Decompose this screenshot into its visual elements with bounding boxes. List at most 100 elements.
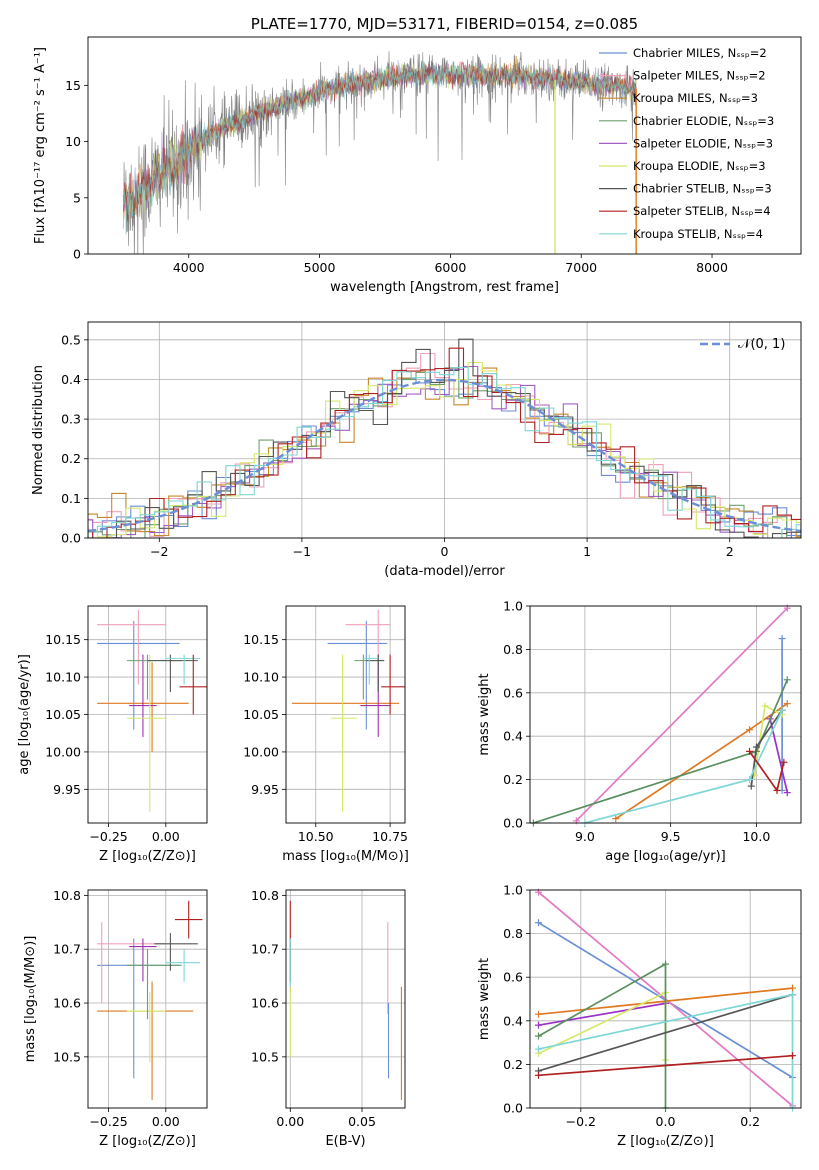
errorbar-point-8 <box>174 900 203 939</box>
axes-frame <box>285 605 406 824</box>
x-axis-label: (data-model)/error <box>384 564 505 579</box>
legend-entry-4: Salpeter ELODIE, Nₛₛₚ=3 <box>633 136 773 150</box>
x-tick-label: 9.0 <box>575 829 595 844</box>
y-tick-label: 0.2 <box>503 772 523 787</box>
y-axis-label: Flux [fλ10⁻¹⁷ erg cm⁻² s⁻¹ A⁻¹] <box>33 47 48 244</box>
weight-marker <box>789 991 797 999</box>
panel-weight-vs-age: 9.0 9.5 10.0 0.0 0.2 0.4 0.6 0.8 1.0 age [log₁₀(a… <box>477 599 802 864</box>
histogram-8 <box>88 366 801 538</box>
errorbar-point-3 <box>129 938 157 982</box>
y-tick-label: 10.6 <box>53 996 81 1011</box>
panel-mass-vs-Z: −0.25 0.00 10.5 10.6 10.7 10.8 Z [log₁₀(Z/Z⊙)]… <box>23 888 208 1149</box>
y-axis-label: mass weight <box>477 958 492 1040</box>
x-axis-label: wavelength [Angstrom, rest frame] <box>330 280 559 295</box>
weight-marker <box>534 919 542 927</box>
y-tick-label: 0.6 <box>503 685 523 700</box>
errorbar-point-3 <box>360 654 391 737</box>
y-tick-label: 10.15 <box>45 632 81 647</box>
legend-entry-8: Kroupa STELIB, Nₛₛₚ=4 <box>633 227 763 241</box>
weight-marker <box>746 726 754 734</box>
x-tick-label: −2 <box>150 544 168 559</box>
x-tick-label: 6000 <box>434 260 466 275</box>
normal-reference-curve <box>87 378 802 533</box>
x-tick-label: 4000 <box>173 260 205 275</box>
x-tick-label: 10.0 <box>742 829 770 844</box>
errorbar-point-8 <box>381 654 405 715</box>
weight-marker <box>778 635 786 643</box>
weight-marker <box>780 758 788 766</box>
x-tick-label: 7000 <box>565 260 597 275</box>
legend-entry-3: Chabrier ELODIE, Nₛₛₚ=3 <box>633 114 774 128</box>
weight-line-8 <box>538 1054 793 1077</box>
y-tick-label: 0.8 <box>503 642 523 657</box>
y-tick-label: 10.05 <box>243 707 279 722</box>
y-tick-label: 0.0 <box>503 816 523 831</box>
panel-age-vs-mass: 10.50 10.75 9.95 10.00 10.05 10.10 10.15 mass [… <box>243 605 409 864</box>
model-line-8 <box>122 60 637 236</box>
legend-entry-normal: 𝒩(0, 1) <box>738 337 785 352</box>
x-tick-label: −1 <box>293 544 311 559</box>
y-tick-label: 0.0 <box>503 1101 523 1116</box>
chart-title: PLATE=1770, MJD=53171, FIBERID=0154, z=0… <box>251 15 638 33</box>
panel-residuals: −2 −1 0 1 2 0.0 0.1 0.2 0.3 0.4 0.5 (data-model)/er… <box>31 321 802 579</box>
x-tick-label: 0.0 <box>656 1114 676 1129</box>
weight-marker <box>773 786 781 794</box>
y-tick-label: 10.5 <box>53 1049 81 1064</box>
x-axis-label: Z [log₁₀(Z/Z⊙)] <box>99 849 196 864</box>
y-axis-label: mass [log₁₀(M/M⊙)] <box>23 936 38 1063</box>
axes-frame <box>87 605 208 824</box>
y-tick-label: 0.0 <box>61 531 81 546</box>
x-tick-label: 5000 <box>304 260 336 275</box>
weight-marker <box>778 706 786 714</box>
weight-marker <box>534 1045 542 1053</box>
panel-spectrum: 4000 5000 6000 7000 8000 0 5 10 15 wavelength [An… <box>33 15 802 295</box>
x-tick-label: 0.05 <box>348 1114 376 1129</box>
y-tick-label: 10.10 <box>243 670 279 685</box>
weight-marker <box>534 1021 542 1029</box>
legend-entry-7: Salpeter STELIB, Nₛₛₚ=4 <box>633 204 771 218</box>
weight-marker <box>746 747 754 755</box>
panel-mass-vs-EBV: 0.00 0.05 10.5 10.6 10.7 10.8 E(B-V) <box>251 888 406 1149</box>
errorbar-point-5 <box>126 949 182 1020</box>
errorbar-point-0 <box>327 620 388 730</box>
x-tick-label: 2 <box>726 544 734 559</box>
weight-marker <box>752 743 760 751</box>
x-tick-label: 9.5 <box>661 829 681 844</box>
y-tick-label: 10.6 <box>251 996 279 1011</box>
weight-marker <box>662 960 669 968</box>
y-tick-label: 0.6 <box>503 970 523 985</box>
errorbar-point-2 <box>291 662 400 752</box>
y-tick-label: 10.05 <box>45 707 81 722</box>
y-tick-label: 5 <box>73 190 81 205</box>
errorbar-point-7 <box>165 949 201 982</box>
axes-frame <box>87 321 802 539</box>
errorbar-point-1 <box>345 609 391 685</box>
x-tick-label: 0.00 <box>152 829 180 844</box>
histogram-6 <box>88 338 801 538</box>
axes-frame <box>285 889 406 1109</box>
weight-line-1 <box>575 607 788 822</box>
errorbar-point-8 <box>179 654 207 715</box>
weight-marker <box>789 1052 797 1060</box>
weight-marker <box>783 789 791 797</box>
weight-marker <box>761 702 769 710</box>
y-tick-label: 10.8 <box>53 888 81 903</box>
y-tick-label: 0.2 <box>503 1057 523 1072</box>
x-axis-label: age [log₁₀(age/yr)] <box>605 849 726 864</box>
weight-marker <box>789 984 797 992</box>
axes-frame <box>87 889 208 1109</box>
errorbar-point-2 <box>97 981 194 1100</box>
y-tick-label: 0.8 <box>503 926 523 941</box>
legend-entry-5: Kroupa ELODIE, Nₛₛₚ=3 <box>633 159 766 173</box>
y-tick-label: 0 <box>73 247 81 262</box>
histogram-7 <box>88 347 801 538</box>
weight-line-3 <box>538 1002 666 1027</box>
errorbar-point-6 <box>154 933 198 971</box>
y-tick-label: 0.4 <box>503 729 523 744</box>
y-axis-label: mass weight <box>477 673 492 755</box>
errorbar-point-7 <box>363 654 379 685</box>
y-tick-label: 9.95 <box>251 782 279 797</box>
panel-weight-vs-Z: −0.2 0.0 0.2 0.0 0.2 0.4 0.6 0.8 1.0 Z [log₁₀(Z/Z… <box>477 883 802 1149</box>
errorbar-point-0 <box>97 938 180 1079</box>
